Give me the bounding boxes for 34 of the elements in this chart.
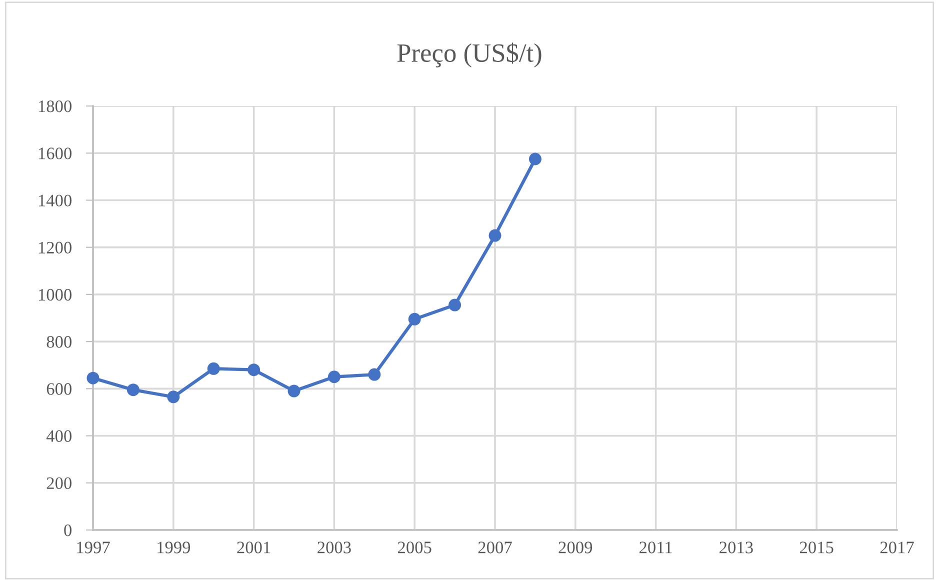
- point: [86, 372, 100, 384]
- x-tick-label: 2007: [478, 542, 512, 554]
- x-tick-label: 1997: [77, 542, 110, 554]
- x-tick-label: 2009: [558, 542, 592, 554]
- point: [248, 364, 260, 376]
- x-tick-label: 2017: [880, 542, 914, 554]
- point: [328, 370, 340, 384]
- x-tick-label: 2011: [640, 542, 672, 554]
- point: [408, 312, 421, 326]
- y-tick-label: 1800: [38, 100, 72, 112]
- point: [448, 298, 462, 312]
- x-tick-label: 2013: [720, 542, 753, 554]
- point: [167, 390, 180, 404]
- point: [528, 152, 542, 166]
- y-tick-label: 600: [46, 383, 72, 395]
- y-tick-label: 1400: [38, 194, 72, 206]
- y-tick-label: 200: [46, 477, 72, 490]
- point: [126, 384, 140, 396]
- point: [488, 229, 502, 242]
- y-tick-label: 0: [64, 524, 72, 536]
- point: [368, 368, 381, 381]
- x-tick-label: 2003: [318, 542, 351, 554]
- y-tick-label: 1000: [38, 288, 72, 301]
- y-tick-label: 1200: [38, 242, 72, 254]
- x-tick-label: 1999: [158, 542, 190, 554]
- x-tick-label: 2005: [398, 542, 432, 554]
- chart-title: Preço (US$/t): [397, 42, 542, 68]
- point: [207, 362, 220, 375]
- y-tick-label: 800: [46, 336, 72, 348]
- y-tick-label: 1600: [38, 148, 72, 160]
- x-tick-label: 2001: [237, 542, 270, 554]
- point: [288, 384, 300, 398]
- x-tick-label: 2015: [800, 542, 834, 554]
- y-tick-label: 400: [46, 430, 72, 442]
